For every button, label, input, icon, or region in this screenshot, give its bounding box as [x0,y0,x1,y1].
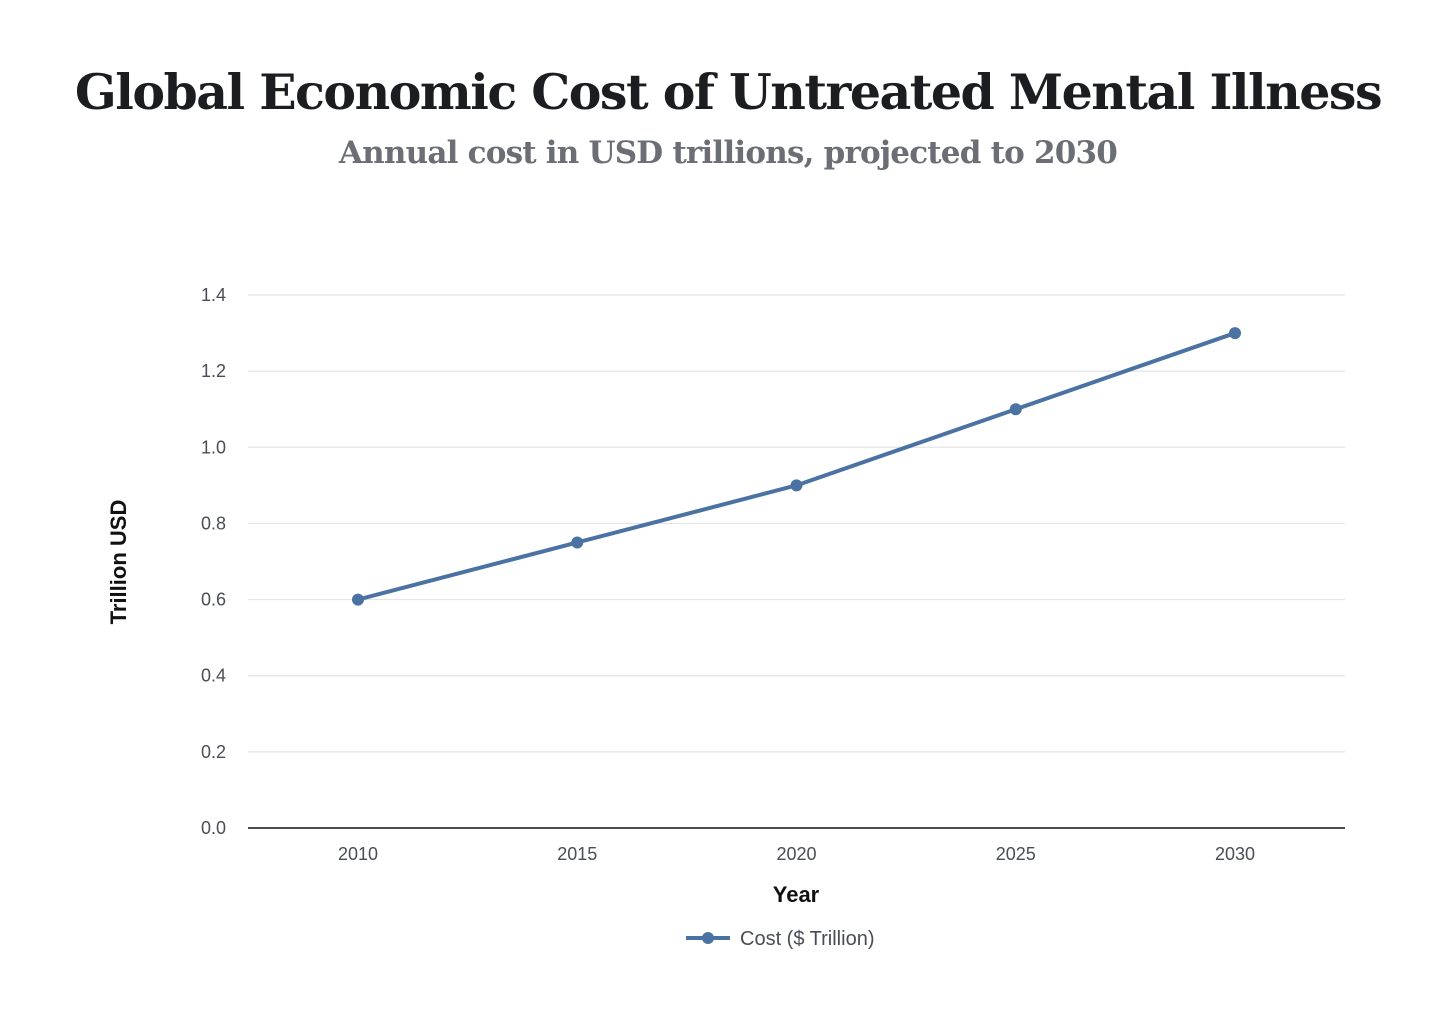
legend[interactable]: Cost ($ Trillion) [686,928,874,950]
series-line [356,331,1237,602]
legend-dot-marker [702,932,714,944]
data-point-2015[interactable] [571,536,584,549]
y-tick-label: 0.2 [201,742,226,762]
x-tick-label: 2025 [996,844,1036,864]
legend-label: Cost ($ Trillion) [740,928,874,950]
y-tick-label: 1.0 [201,437,226,457]
data-point-2025[interactable] [1009,403,1022,416]
data-point-2020[interactable] [790,479,803,492]
y-tick-label: 1.4 [201,285,226,305]
x-axis-ticks: 2010 2015 2020 2025 2030 [338,844,1255,864]
chart-subtitle: Annual cost in USD trillions, projected … [338,135,1118,171]
y-tick-label: 0.6 [201,590,226,610]
x-tick-label: 2030 [1215,844,1255,864]
x-tick-label: 2020 [776,844,816,864]
y-axis-ticks: 0.0 0.2 0.4 0.6 0.8 1.0 1.2 1.4 [201,285,226,838]
x-axis-title: Year [773,882,820,907]
data-point-2010[interactable] [352,593,364,606]
x-tick-label: 2010 [338,844,378,864]
series-layer [352,327,1241,606]
chart-title: Global Economic Cost of Untreated Mental… [74,63,1383,121]
y-tick-label: 1.2 [201,361,226,381]
y-tick-label: 0.8 [201,513,226,533]
y-axis-title: Trillion USD [106,500,131,625]
y-tick-label: 0.4 [201,666,226,686]
y-tick-label: 0.0 [201,818,226,838]
data-point-2030[interactable] [1229,327,1241,340]
gridlines [248,294,1345,753]
x-tick-label: 2015 [557,844,597,864]
